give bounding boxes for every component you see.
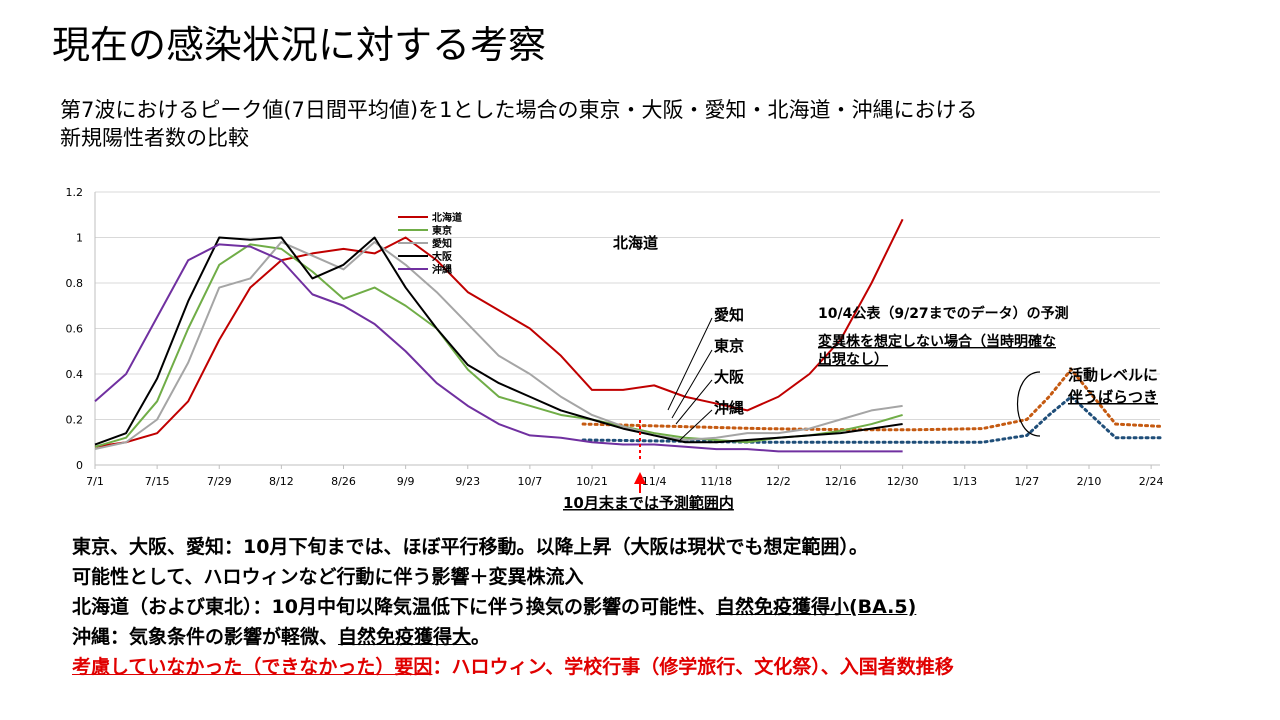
label-leader-line [671, 349, 713, 419]
label-leader-line [667, 317, 713, 411]
october-note: 10月末までは予測範囲内 [563, 494, 734, 512]
october-arrow-head [634, 472, 646, 484]
x-tick-label: 9/23 [455, 475, 480, 488]
x-tick-label: 7/15 [145, 475, 170, 488]
projection-line-2 [581, 394, 1162, 444]
series-line-5 [94, 243, 903, 453]
subtitle-line-2: 新規陽性者数の比較 [60, 126, 249, 150]
summary-line-3-underlined: 自然免疫獲得小(BA.5) [715, 596, 917, 618]
y-tick-label: 1.2 [66, 186, 84, 199]
series-line-3 [94, 241, 903, 451]
y-tick-label: 0.6 [66, 323, 84, 336]
summary-line-5-underlined: 考慮していなかった（できなかった）要因 [72, 656, 433, 678]
activity-note-line-1: 活動レベルに [1068, 366, 1158, 384]
x-tick-label: 1/27 [1015, 475, 1040, 488]
axes: 0 0.2 0.4 0.6 0.8 1 1.2 7/1 7/15 7/29 8/12 8/26 9/9 9… [66, 186, 1164, 488]
label-aichi: 愛知 [714, 306, 744, 324]
x-tick-label: 10/7 [518, 475, 543, 488]
y-tick-label: 1 [76, 232, 83, 245]
x-tick-label: 2/24 [1139, 475, 1164, 488]
x-tick-label: 8/26 [331, 475, 356, 488]
series-line-4 [94, 236, 903, 446]
x-tick-label: 12/16 [825, 475, 857, 488]
series-line-1 [94, 218, 904, 448]
summary-line-4: 沖縄：気象条件の影響が軽微、自然免疫獲得大。 [72, 622, 954, 652]
x-tick-label: 7/29 [207, 475, 232, 488]
subtitle-line-1: 第7波におけるピーク値(7日間平均値)を1とした場合の東京・大阪・愛知・北海道・… [60, 98, 978, 122]
label-leader-line [675, 379, 713, 425]
x-tick-label: 10/21 [576, 475, 608, 488]
summary-line-5: 考慮していなかった（できなかった）要因：ハロウィン、学校行事（修学旅行、文化祭）… [72, 652, 954, 682]
x-tick-label: 11/4 [642, 475, 667, 488]
forecast-note-line-3: 出現なし） [818, 351, 888, 368]
y-tick-label: 0.4 [66, 368, 84, 381]
y-tick-label: 0.8 [66, 277, 84, 290]
projection-line-1 [581, 367, 1162, 432]
x-tick-label: 1/13 [952, 475, 977, 488]
x-tick-label: 7/1 [86, 475, 104, 488]
forecast-note-line-1: 10/4公表（9/27までのデータ）の予測 [818, 305, 1069, 322]
chart: 0 0.2 0.4 0.6 0.8 1 1.2 7/1 7/15 7/29 8/12 8/26 9/9 9… [66, 186, 1164, 512]
variance-bracket [1016, 371, 1041, 437]
x-tick-label: 12/2 [766, 475, 791, 488]
summary-line-4-end: 。 [471, 626, 491, 648]
label-leader-line [679, 409, 713, 441]
legend-label: 沖縄 [432, 263, 452, 276]
legend-label: 東京 [432, 224, 452, 237]
page-title: 現在の感染状況に対する考察 [52, 23, 547, 67]
legend-label: 愛知 [432, 237, 452, 250]
chart-subtitle: 第7波におけるピーク値(7日間平均値)を1とした場合の東京・大阪・愛知・北海道・… [60, 96, 977, 152]
x-tick-label: 2/10 [1077, 475, 1102, 488]
summary-line-4-text: 沖縄：気象条件の影響が軽微、 [72, 626, 339, 648]
label-tokyo: 東京 [714, 337, 744, 355]
legend-label: 大阪 [432, 250, 453, 263]
summary-line-5-text: ：ハロウィン、学校行事（修学旅行、文化祭）、入国者数推移 [432, 656, 954, 678]
y-tick-label: 0.2 [66, 414, 84, 427]
series-lines [94, 218, 1162, 453]
x-tick-label: 8/12 [269, 475, 294, 488]
summary-line-3-text: 北海道（および東北）：10月中旬以降気温低下に伴う換気の影響の可能性、 [72, 596, 716, 618]
activity-note-line-2: 伴うばらつき [1067, 388, 1158, 406]
summary-line-4-underlined: 自然免疫獲得大 [338, 626, 472, 648]
label-osaka: 大阪 [714, 368, 745, 386]
label-okinawa: 沖縄 [714, 399, 744, 417]
summary-line-1: 東京、大阪、愛知：10月下旬までは、ほぼ平行移動。以降上昇（大阪は現状でも想定範… [72, 536, 868, 558]
legend-label: 北海道 [432, 211, 462, 224]
summary-line-2: 可能性として、ハロウィンなど行動に伴う影響＋変異株流入 [72, 566, 584, 588]
summary-text: 東京、大阪、愛知：10月下旬までは、ほぼ平行移動。以降上昇（大阪は現状でも想定範… [72, 532, 954, 682]
x-tick-label: 9/9 [397, 475, 415, 488]
label-hokkaido: 北海道 [613, 234, 658, 252]
summary-line-3: 北海道（および東北）：10月中旬以降気温低下に伴う換気の影響の可能性、自然免疫獲… [72, 592, 954, 622]
forecast-note-line-2: 変異株を想定しない場合（当時明確な [818, 333, 1056, 350]
x-tick-label: 11/18 [700, 475, 732, 488]
x-tick-label: 12/30 [887, 475, 919, 488]
y-tick-label: 0 [76, 459, 83, 472]
